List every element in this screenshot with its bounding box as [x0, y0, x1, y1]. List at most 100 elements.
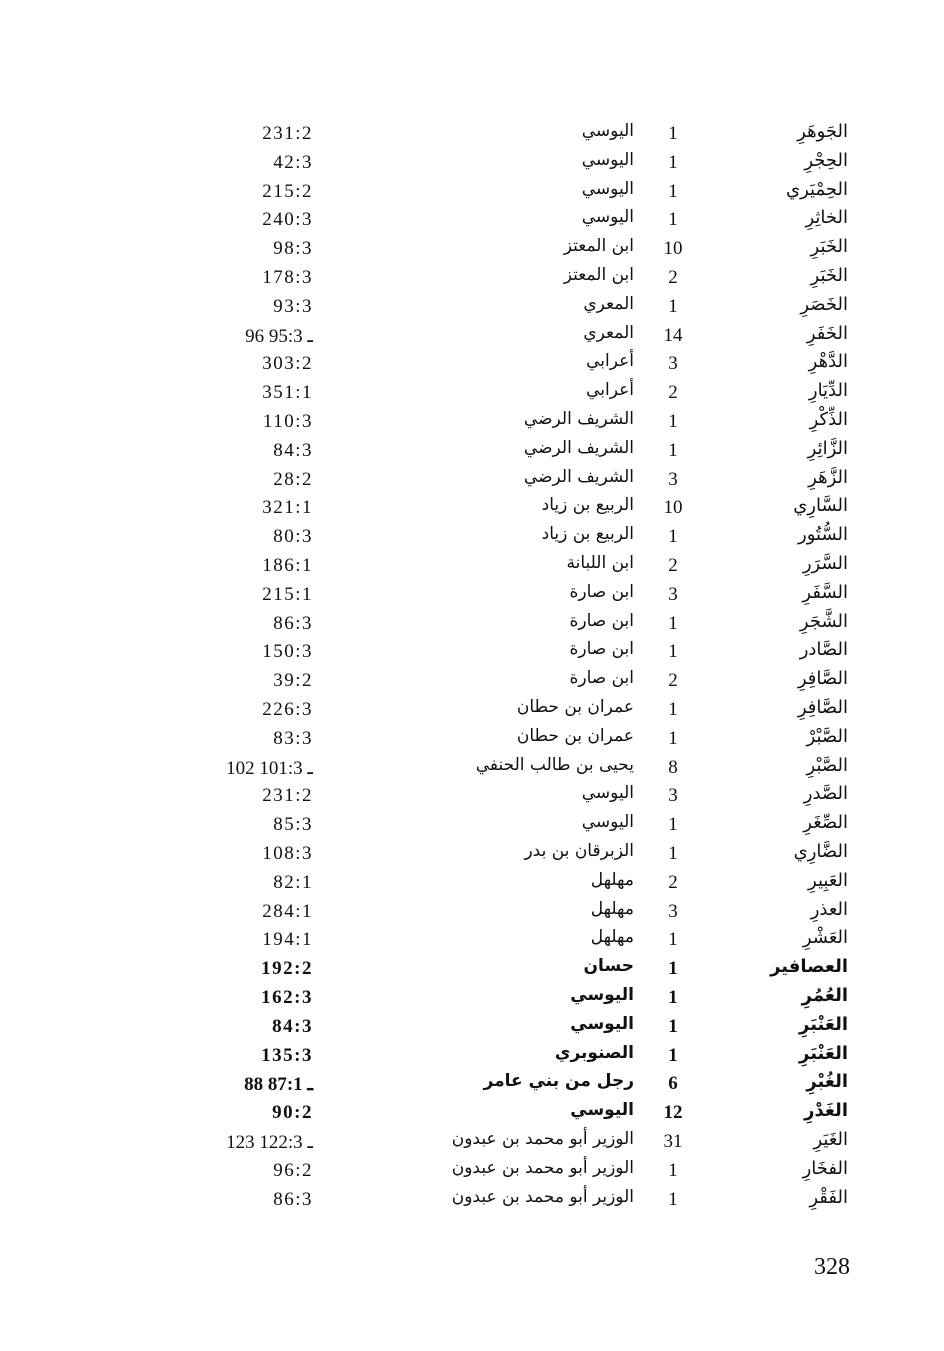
verse-count: 1	[668, 209, 678, 231]
source-reference: 28:2	[273, 468, 313, 490]
rhyme-word: العُمُرِ	[801, 985, 848, 1006]
verse-count: 1	[668, 1188, 678, 1210]
verse-count: 2	[668, 382, 678, 404]
rhyme-word: الخَصَرِ	[800, 293, 848, 315]
verse-count: 1	[668, 612, 678, 634]
source-reference: 110:3	[262, 411, 313, 432]
source-reference: 39:2	[273, 670, 313, 692]
verse-count: 2	[668, 555, 678, 576]
source-reference: 226:3	[262, 699, 313, 720]
rhyme-word: الزَّهَرِ	[808, 466, 848, 488]
poet-name: المعري	[583, 293, 634, 314]
poet-name: مهلهل	[590, 869, 634, 890]
rhyme-word: الخَفَرِ	[806, 322, 848, 344]
source-reference: 80:3	[273, 526, 313, 548]
source-reference: 178:3	[262, 267, 313, 288]
table-row: الغَدْرِ 12 اليوسي 90:2	[0, 1100, 944, 1129]
source-reference: 123 ـ 122:3	[226, 1132, 313, 1153]
table-row: الغَيَرِ 31 الوزير أبو محمد بن عبدون 123 ـ …	[0, 1129, 944, 1158]
verse-count: 1	[668, 439, 678, 461]
page-number: 328	[814, 1254, 850, 1280]
rhyme-word: الشَّجَرِ	[799, 610, 848, 632]
verse-count: 3	[668, 353, 678, 375]
source-reference: 86:3	[273, 1188, 313, 1210]
table-row: الصَّبْرْ 1 عمران بن حطان 83:3	[0, 726, 944, 755]
poet-name: حسان	[583, 956, 634, 977]
table-row: الفَقْرِ 1 الوزير أبو محمد بن عبدون 86:3	[0, 1187, 944, 1216]
source-reference: 90:2	[272, 1102, 313, 1124]
source-reference: 231:2	[262, 123, 313, 144]
source-reference: 162:3	[261, 987, 313, 1008]
verse-count: 1	[668, 727, 678, 749]
poet-name: عمران بن حطان	[516, 697, 634, 717]
verse-count: 2	[668, 871, 678, 893]
poet-name: اليوسي	[581, 783, 634, 804]
verse-count: 3	[668, 900, 678, 922]
poet-name: اليوسي	[570, 985, 634, 1005]
verse-count: 1	[668, 641, 678, 663]
verse-count: 1	[668, 411, 678, 432]
source-reference: 351:1	[262, 382, 313, 404]
rhyme-word: السَّفَرِ	[802, 581, 848, 603]
table-row: السَّرَرِ 2 ابن اللبانة 186:1	[0, 553, 944, 582]
poet-name: الشريف الرضي	[523, 466, 634, 487]
table-row: الدِّيَارِ 2 أعرابي 351:1	[0, 380, 944, 409]
rhyme-word: الصَّبْرْ	[806, 725, 848, 747]
table-row: الصَّبْرِ 8 يحيى بن طالب الحنفي 102 ـ 101:3	[0, 755, 944, 784]
rhyme-word: الفَقْرِ	[809, 1186, 848, 1208]
rhyme-word: الصَّادر	[799, 639, 848, 661]
verse-count: 1	[668, 295, 678, 317]
source-reference: 84:3	[273, 439, 313, 461]
table-row: الشَّجَرِ 1 ابن صارة 86:3	[0, 611, 944, 640]
poet-name: ابن صارة	[569, 610, 634, 631]
verse-count: 1	[668, 929, 678, 951]
rhyme-word: الذِّكْرِ	[809, 409, 848, 430]
verse-count: 2	[668, 267, 678, 288]
verse-count: 8	[668, 756, 678, 778]
rhyme-word: الضَّارِي	[793, 841, 848, 862]
verse-count: 1	[668, 1159, 678, 1181]
verse-count: 1	[668, 123, 678, 144]
source-reference: 108:3	[262, 843, 313, 864]
rhyme-word: العذرِ	[810, 898, 848, 920]
rhyme-word: الصَّافِرِ	[797, 697, 848, 718]
table-row: الصَّافِرِ 2 ابن صارة 39:2	[0, 668, 944, 697]
table-row: السَّفَرِ 3 ابن صارة 215:1	[0, 582, 944, 611]
rhyme-word: الخَبَرِ	[810, 236, 848, 258]
verse-count: 1	[668, 180, 678, 202]
source-reference: 85:3	[273, 814, 313, 836]
source-reference: 321:1	[262, 497, 313, 519]
poet-name: اليوسي	[581, 121, 634, 141]
poet-name: مهلهل	[590, 927, 634, 948]
source-reference: 102 ـ 101:3	[226, 757, 313, 779]
poet-name: اليوسي	[581, 207, 634, 228]
verse-count: 2	[668, 670, 678, 692]
rhyme-word: الدَّهْرِ	[808, 351, 848, 373]
table-row: العذرِ 3 مهلهل 284:1	[0, 899, 944, 928]
verse-count: 1	[668, 526, 678, 548]
rhyme-word: الصَّبْرِ	[806, 754, 848, 776]
rhyme-word: العَبِيرِ	[808, 869, 848, 891]
source-reference: 215:1	[262, 583, 313, 605]
verse-count: 3	[668, 583, 678, 605]
rhyme-word: السَّرَرِ	[802, 553, 848, 574]
poet-name: الشريف الرضي	[523, 437, 634, 458]
table-row: الحِجْرِ 1 اليوسي 42:3	[0, 150, 944, 179]
table-row: الذِّكْرِ 1 الشريف الرضي 110:3	[0, 409, 944, 438]
poet-name: الوزير أبو محمد بن عبدون	[451, 1186, 634, 1207]
table-row: الخَصَرِ 1 المعري 93:3	[0, 294, 944, 323]
poet-name: ابن اللبانة	[566, 553, 635, 573]
poet-name: ابن المعتز	[563, 236, 634, 257]
source-reference: 240:3	[262, 209, 313, 231]
source-reference: 96:2	[273, 1159, 313, 1181]
table-row: الخَبَرِ 10 ابن المعتز 98:3	[0, 236, 944, 265]
rhyme-word: السَّارِي	[793, 495, 848, 517]
table-row: العَبِيرِ 2 مهلهل 82:1	[0, 870, 944, 899]
rhyme-word: الخَبَرِ	[810, 265, 848, 286]
verse-count: 6	[668, 1073, 678, 1095]
table-row: الزَّائِرِ 1 الشريف الرضي 84:3	[0, 438, 944, 467]
rhyme-word: الغَدْرِ	[804, 1100, 848, 1122]
poet-name: ابن المعتز	[563, 265, 634, 285]
poet-name: ابن صارة	[569, 639, 634, 660]
poet-name: اليوسي	[570, 1013, 634, 1034]
